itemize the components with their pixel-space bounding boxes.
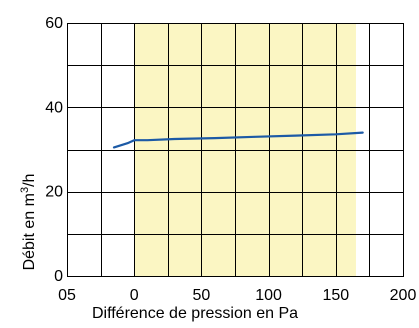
series-line-0 <box>112 131 364 149</box>
series-group <box>112 131 364 149</box>
x-tick-labels: 05 0 50 100 150 200 <box>58 287 416 304</box>
x-tick-label: 0 <box>130 287 139 304</box>
y-axis-title-suffix: /h <box>21 174 38 187</box>
plot-frame <box>67 23 404 277</box>
x-tick-label: 05 <box>58 287 76 304</box>
x-tick-label: 200 <box>390 287 417 304</box>
x-tick-label: 150 <box>322 287 349 304</box>
x-tick-label: 100 <box>255 287 282 304</box>
y-tick-label: 0 <box>54 268 63 285</box>
y-tick-label: 40 <box>45 99 63 116</box>
y-tick-label: 20 <box>45 184 63 201</box>
x-axis-title: Différence de pression en Pa <box>92 305 298 322</box>
y-tick-labels: 0 20 40 60 <box>45 15 63 285</box>
y-axis-title: Débit en m3/h <box>19 174 38 271</box>
y-axis-title-sup: 3 <box>19 187 31 193</box>
shaded-region <box>134 23 356 276</box>
x-tick-label: 50 <box>193 287 211 304</box>
y-tick-label: 60 <box>45 15 63 32</box>
y-axis-title-prefix: Débit en m <box>21 193 38 270</box>
